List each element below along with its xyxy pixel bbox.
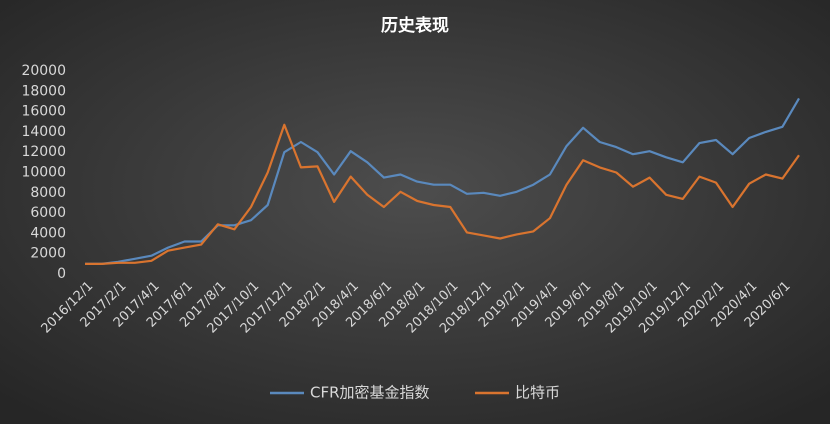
y-tick-label: 4000 <box>30 225 66 241</box>
series-line <box>85 123 800 265</box>
y-tick-label: 0 <box>57 266 66 282</box>
y-tick-label: 6000 <box>30 205 66 221</box>
y-tick-label: 8000 <box>30 185 66 201</box>
y-tick-label: 16000 <box>21 104 66 120</box>
y-tick-label: 12000 <box>21 144 66 160</box>
series-line <box>85 97 800 265</box>
chart-title: 历史表现 <box>381 15 449 36</box>
y-tick-label: 2000 <box>30 246 66 262</box>
y-tick-label: 18000 <box>21 83 66 99</box>
y-tick-label: 10000 <box>21 165 66 181</box>
legend-label: CFR加密基金指数 <box>310 384 430 402</box>
legend-label: 比特币 <box>515 384 560 402</box>
y-tick-label: 14000 <box>21 124 66 140</box>
y-tick-label: 20000 <box>21 63 66 79</box>
